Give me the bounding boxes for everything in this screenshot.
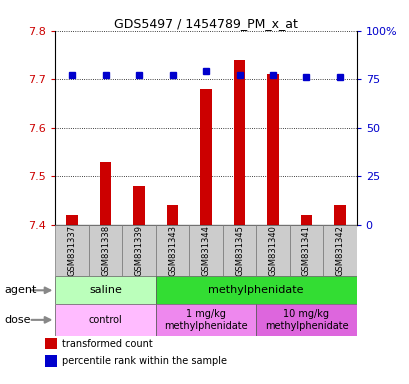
Bar xyxy=(99,162,111,225)
FancyBboxPatch shape xyxy=(222,225,256,276)
Text: GSM831345: GSM831345 xyxy=(234,225,243,276)
Text: GSM831339: GSM831339 xyxy=(134,225,143,276)
FancyBboxPatch shape xyxy=(55,276,155,304)
Text: transformed count: transformed count xyxy=(62,339,152,349)
Text: GSM831344: GSM831344 xyxy=(201,225,210,276)
FancyBboxPatch shape xyxy=(189,225,222,276)
Text: GSM831340: GSM831340 xyxy=(268,225,277,276)
FancyBboxPatch shape xyxy=(89,225,122,276)
Text: GSM831338: GSM831338 xyxy=(101,225,110,276)
FancyBboxPatch shape xyxy=(289,225,322,276)
Bar xyxy=(233,60,245,225)
Text: 1 mg/kg
methylphenidate: 1 mg/kg methylphenidate xyxy=(164,309,247,331)
Text: 10 mg/kg
methylphenidate: 10 mg/kg methylphenidate xyxy=(264,309,347,331)
Bar xyxy=(66,215,78,225)
Text: methylphenidate: methylphenidate xyxy=(208,285,303,295)
Text: GSM831342: GSM831342 xyxy=(335,225,344,276)
Text: GSM831337: GSM831337 xyxy=(67,225,76,276)
Text: saline: saline xyxy=(89,285,122,295)
Bar xyxy=(166,205,178,225)
Bar xyxy=(300,215,312,225)
Text: control: control xyxy=(88,315,122,325)
Text: dose: dose xyxy=(4,315,31,325)
Bar xyxy=(45,338,57,349)
Text: GSM831341: GSM831341 xyxy=(301,225,310,276)
Bar xyxy=(133,186,144,225)
Text: percentile rank within the sample: percentile rank within the sample xyxy=(62,356,226,366)
FancyBboxPatch shape xyxy=(122,225,155,276)
Bar xyxy=(333,205,345,225)
Bar xyxy=(200,89,211,225)
FancyBboxPatch shape xyxy=(55,225,89,276)
Text: GSM831343: GSM831343 xyxy=(168,225,177,276)
FancyBboxPatch shape xyxy=(256,304,356,336)
Title: GDS5497 / 1454789_PM_x_at: GDS5497 / 1454789_PM_x_at xyxy=(114,17,297,30)
FancyBboxPatch shape xyxy=(55,304,155,336)
Text: agent: agent xyxy=(4,285,36,295)
Bar xyxy=(267,74,278,225)
FancyBboxPatch shape xyxy=(322,225,356,276)
FancyBboxPatch shape xyxy=(155,276,356,304)
FancyBboxPatch shape xyxy=(155,225,189,276)
Bar xyxy=(45,355,57,367)
FancyBboxPatch shape xyxy=(155,304,256,336)
FancyBboxPatch shape xyxy=(256,225,289,276)
